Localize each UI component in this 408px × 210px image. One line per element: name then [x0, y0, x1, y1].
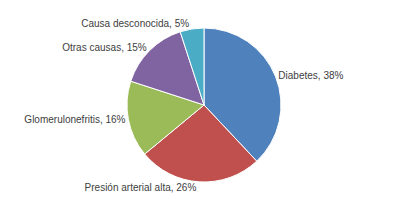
svg-text:Causa desconocida, 5%: Causa desconocida, 5% — [81, 18, 189, 29]
svg-text:Diabetes, 38%: Diabetes, 38% — [278, 70, 343, 81]
svg-text:Otras causas, 15%: Otras causas, 15% — [62, 42, 147, 53]
svg-text:Glomerulonefritis, 16%: Glomerulonefritis, 16% — [24, 114, 125, 125]
svg-text:Presión arterial alta, 26%: Presión arterial alta, 26% — [85, 182, 197, 193]
